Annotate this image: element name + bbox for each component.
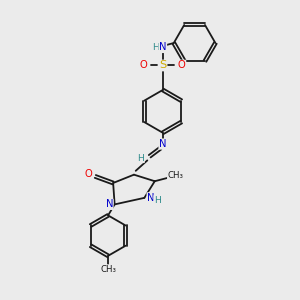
Text: O: O: [140, 60, 148, 70]
Text: N: N: [106, 200, 113, 209]
Text: N: N: [159, 139, 166, 149]
Text: H: H: [137, 154, 144, 163]
Text: N: N: [147, 193, 154, 203]
Text: H: H: [152, 43, 159, 52]
Text: H: H: [154, 196, 161, 205]
Text: O: O: [178, 60, 186, 70]
Text: CH₃: CH₃: [100, 265, 116, 274]
Text: O: O: [85, 169, 93, 179]
Text: N: N: [159, 43, 166, 52]
Text: S: S: [159, 60, 167, 70]
Text: CH₃: CH₃: [168, 171, 184, 180]
